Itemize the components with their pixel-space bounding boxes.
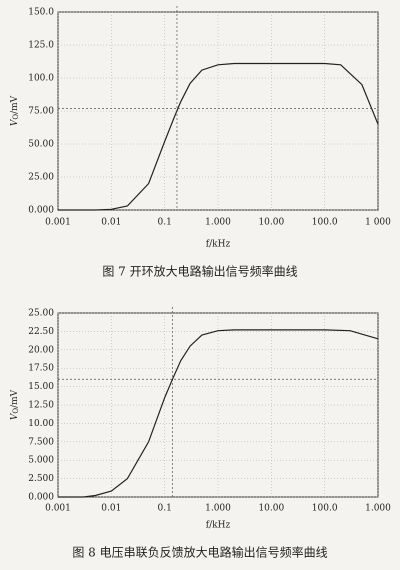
x-tick-label: 0.01 — [101, 218, 121, 228]
y-tick-label: 22.50 — [28, 327, 54, 337]
y-tick-label: 17.50 — [28, 364, 54, 374]
y-tick-label: 10.00 — [28, 419, 54, 429]
y-tick-label: 125.0 — [28, 41, 54, 51]
x-axis-label: f/kHz — [206, 240, 231, 250]
y-tick-label: 100.0 — [28, 74, 54, 84]
x-tick-label: 0.1 — [158, 218, 172, 228]
x-tick-label: 1.000 — [205, 504, 231, 514]
y-tick-label: 150.0 — [28, 8, 54, 18]
y-tick-label: 15.00 — [28, 382, 54, 392]
y-tick-label: 75.00 — [28, 107, 54, 117]
caption: 图 8 电压串联负反馈放大电路输出信号频率曲线 — [72, 545, 327, 560]
y-tick-label: 0.000 — [28, 493, 54, 503]
y-axis-label: VO/mV — [10, 389, 21, 420]
y-tick-label: 20.00 — [28, 345, 54, 355]
ylabel-symbol: V — [10, 412, 20, 420]
x-tick-label: 1.000 — [205, 218, 231, 228]
x-tick-label: 10.00 — [258, 218, 284, 228]
x-tick-label: 1.000 — [365, 504, 391, 514]
ylabel-unit: /mV — [10, 389, 20, 408]
y-tick-label: 50.00 — [28, 140, 54, 150]
ylabel-symbol: V — [10, 118, 20, 126]
ylabel-unit: /mV — [10, 95, 20, 114]
x-tick-label: 0.001 — [45, 504, 71, 514]
y-tick-label: 12.50 — [28, 401, 54, 411]
data-line — [58, 329, 379, 498]
y-axis-label: VO/mV — [10, 95, 21, 126]
ylabel-subscript: O — [12, 408, 20, 414]
x-axis-label: f/kHz — [206, 521, 231, 531]
x-tick-label: 100.0 — [312, 504, 338, 514]
x-tick-label: 0.001 — [45, 218, 71, 228]
y-tick-label: 2.500 — [28, 474, 54, 484]
y-tick-label: 25.00 — [28, 309, 54, 319]
data-line — [58, 62, 379, 211]
x-tick-label: 0.1 — [158, 504, 172, 514]
x-tick-label: 0.01 — [101, 504, 121, 514]
ylabel-subscript: O — [12, 114, 20, 120]
x-tick-label: 10.00 — [258, 504, 284, 514]
caption: 图 7 开环放大电路输出信号频率曲线 — [102, 264, 297, 279]
x-tick-label: 1 000 — [365, 218, 391, 228]
y-tick-label: 25.00 — [28, 173, 54, 183]
x-tick-label: 100.0 — [312, 218, 338, 228]
y-tick-label: 7.500 — [28, 437, 54, 447]
y-tick-label: 0.000 — [28, 206, 54, 216]
y-tick-label: 5.000 — [28, 456, 54, 466]
